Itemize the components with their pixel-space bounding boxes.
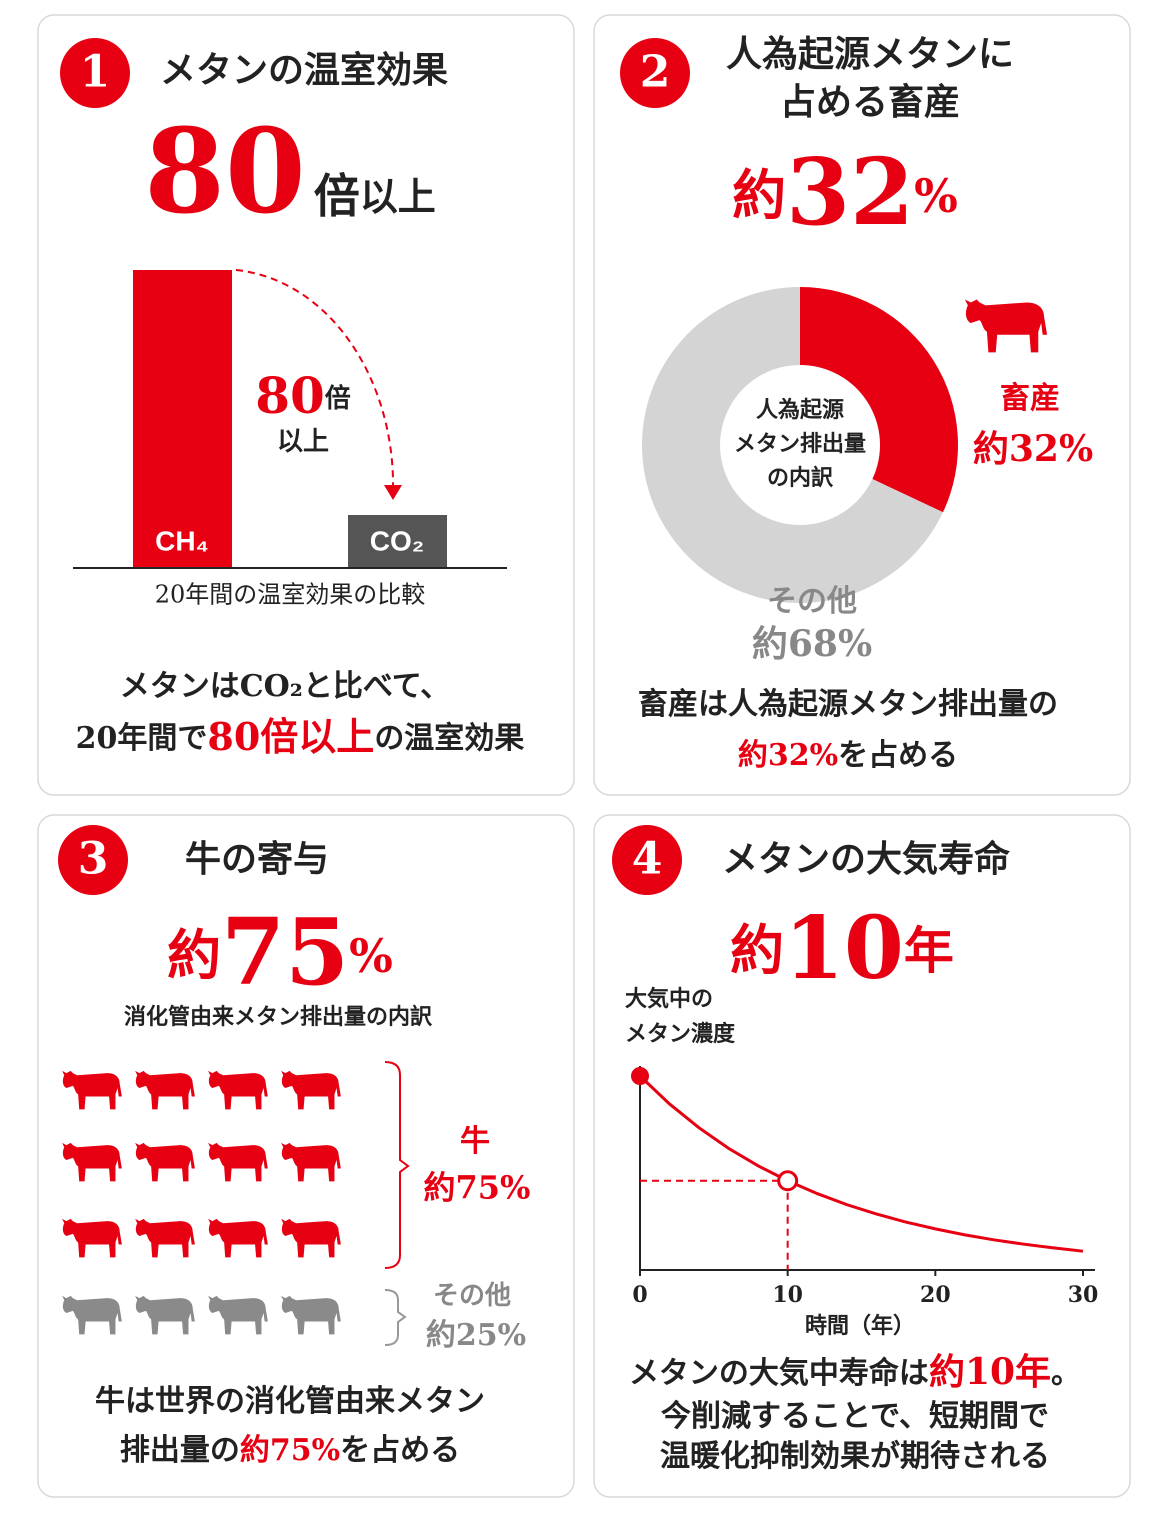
annotation-unit: 倍 bbox=[325, 383, 351, 414]
headline-prefix: 約 bbox=[732, 163, 786, 227]
group-name: 牛 bbox=[460, 1124, 490, 1159]
x-tick-label: 10 bbox=[772, 1282, 803, 1308]
headline-number: 75 bbox=[221, 898, 349, 1006]
headline-prefix: 約 bbox=[730, 918, 784, 982]
segment-name: その他 bbox=[767, 584, 857, 619]
number-badge bbox=[58, 825, 128, 895]
card bbox=[593, 14, 1131, 796]
x-tick-label: 0 bbox=[632, 1282, 647, 1308]
x-tick-label: 20 bbox=[920, 1282, 951, 1308]
headline: 80 倍以上 bbox=[144, 104, 435, 240]
summary-highlight: 約32% bbox=[738, 738, 838, 773]
summary-text: を占める bbox=[838, 738, 958, 773]
arrow bbox=[235, 269, 395, 491]
segment-label: 約68% bbox=[752, 623, 872, 665]
headline-suffix: 以上 bbox=[360, 174, 436, 219]
headline-unit: 倍 bbox=[314, 169, 360, 223]
summary: 排出量の約75%を占める bbox=[120, 1433, 460, 1468]
segment-label: 約32% bbox=[973, 428, 1093, 470]
x-axis-label: 時間（年） bbox=[805, 1313, 915, 1339]
panel-number: 3 bbox=[78, 834, 109, 885]
annotation-number: 80 bbox=[255, 366, 325, 425]
co2-bar bbox=[348, 515, 447, 568]
number-badge bbox=[620, 38, 690, 108]
panel-number: 2 bbox=[640, 47, 671, 98]
bracket bbox=[384, 1289, 407, 1346]
summary-text: 畜産は人為起源メタン排出量の bbox=[638, 687, 1058, 722]
summary-highlight: 約10年 bbox=[929, 1351, 1051, 1393]
card bbox=[593, 814, 1131, 1498]
headline-number: 80 bbox=[144, 104, 305, 240]
summary: 約32%を占める bbox=[738, 738, 958, 773]
segment-name: 畜産 bbox=[1000, 381, 1060, 416]
summary-text: を占める bbox=[340, 1433, 460, 1468]
summary: 20年間で80倍以上の温室効果 bbox=[76, 714, 525, 759]
card bbox=[37, 14, 575, 796]
group-label: 約75% bbox=[424, 1169, 531, 1207]
panel-number: 1 bbox=[80, 47, 111, 98]
panel-title: 牛の寄与 bbox=[185, 838, 329, 880]
headline: 約75% bbox=[167, 898, 393, 1006]
headline-unit: 年 bbox=[904, 921, 954, 980]
headline-unit: % bbox=[349, 929, 393, 983]
bar-label: CO₂ bbox=[370, 525, 424, 556]
annotation: 80倍 bbox=[255, 366, 351, 425]
caption: 20年間の温室効果の比較 bbox=[155, 581, 426, 609]
panel-title: 人為起源メタンに bbox=[726, 33, 1014, 75]
summary: 温暖化抑制効果が期待される bbox=[660, 1439, 1050, 1474]
summary-text: メタンはCO₂と比べて、 bbox=[120, 669, 450, 704]
group-name: その他 bbox=[433, 1281, 511, 1311]
annotation-suffix: 以上 bbox=[277, 427, 329, 457]
headline-number: 10 bbox=[784, 898, 904, 999]
summary-highlight: 約75% bbox=[240, 1433, 340, 1468]
summary: 今削減することで、短期間で bbox=[661, 1399, 1049, 1434]
headline: 約10年 bbox=[730, 898, 954, 999]
bracket bbox=[384, 1061, 410, 1269]
center-label: の内訳 bbox=[767, 465, 834, 491]
panel-title: メタンの大気寿命 bbox=[722, 838, 1010, 880]
panel-number: 4 bbox=[632, 834, 663, 885]
summary-text: メタンの大気中寿命は bbox=[629, 1356, 929, 1391]
panel-title: メタンの温室効果 bbox=[160, 49, 448, 91]
donut-segment bbox=[642, 287, 943, 604]
ch4-bar bbox=[133, 270, 232, 568]
panel-title: 占める畜産 bbox=[780, 81, 960, 123]
number-badge bbox=[60, 38, 130, 108]
lifetime-point bbox=[777, 1170, 799, 1192]
summary: メタンはCO₂と比べて、 bbox=[120, 669, 450, 704]
summary-text: 排出量の bbox=[120, 1433, 240, 1468]
headline: 約32% bbox=[732, 138, 958, 246]
y-axis-label: メタン濃度 bbox=[625, 1021, 736, 1047]
number-badge bbox=[612, 825, 682, 895]
summary-text: の温室効果 bbox=[374, 721, 524, 756]
bar-label: CH₄ bbox=[155, 525, 209, 556]
summary: メタンの大気中寿命は約10年。 bbox=[629, 1351, 1081, 1393]
summary-text: 今削減することで、短期間で bbox=[661, 1399, 1049, 1434]
y-axis-label: 大気中の bbox=[625, 986, 713, 1012]
summary-text: 温暖化抑制効果が期待される bbox=[660, 1439, 1050, 1474]
summary-text: 。 bbox=[1051, 1356, 1081, 1391]
summary: 畜産は人為起源メタン排出量の bbox=[638, 687, 1058, 722]
subtitle: 消化管由来メタン排出量の内訳 bbox=[124, 1004, 433, 1030]
center-label: メタン排出量 bbox=[734, 431, 866, 457]
line-series bbox=[638, 1074, 1084, 1253]
summary-text: 牛は世界の消化管由来メタン bbox=[95, 1384, 485, 1419]
summary: 牛は世界の消化管由来メタン bbox=[95, 1384, 485, 1419]
arrow-head bbox=[384, 485, 402, 500]
start-point bbox=[631, 1067, 649, 1085]
headline-prefix: 約 bbox=[167, 923, 221, 987]
headline-number: 32 bbox=[786, 138, 914, 246]
headline-unit: % bbox=[914, 169, 958, 223]
donut-segment bbox=[800, 287, 958, 513]
summary-highlight: 80倍以上 bbox=[207, 714, 374, 759]
summary-text: 20年間で bbox=[76, 721, 208, 756]
group-label: 約25% bbox=[426, 1318, 526, 1353]
center-label: 人為起源 bbox=[756, 397, 844, 423]
x-tick-label: 30 bbox=[1068, 1282, 1099, 1308]
